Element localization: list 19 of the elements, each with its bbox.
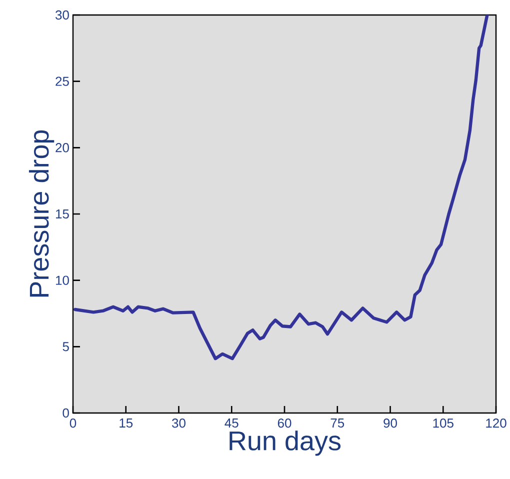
x-tick-label: 45 bbox=[224, 418, 238, 428]
y-tick-label: 30 bbox=[56, 10, 69, 20]
x-tick-label: 90 bbox=[384, 418, 397, 428]
y-tick-label: 5 bbox=[62, 342, 69, 352]
line-series bbox=[74, 14, 489, 360]
y-tick-label: 20 bbox=[56, 143, 69, 152]
y-tick-label: 25 bbox=[56, 76, 69, 86]
x-tick-label: 15 bbox=[120, 418, 133, 428]
y-tick-label: 15 bbox=[56, 209, 69, 219]
x-axis-title: Run days bbox=[230, 430, 341, 456]
x-tick-label: 30 bbox=[172, 418, 186, 428]
x-tick-label: 105 bbox=[433, 418, 454, 428]
x-tick-label: 120 bbox=[486, 418, 506, 428]
y-tick-label: 10 bbox=[56, 276, 69, 285]
x-tick-label: 0 bbox=[70, 418, 76, 428]
y-tick-label: 0 bbox=[62, 408, 69, 418]
x-tick-label: 75 bbox=[330, 418, 344, 428]
x-tick-label: 60 bbox=[278, 418, 292, 428]
y-axis-title: Pressure drop bbox=[28, 130, 54, 297]
